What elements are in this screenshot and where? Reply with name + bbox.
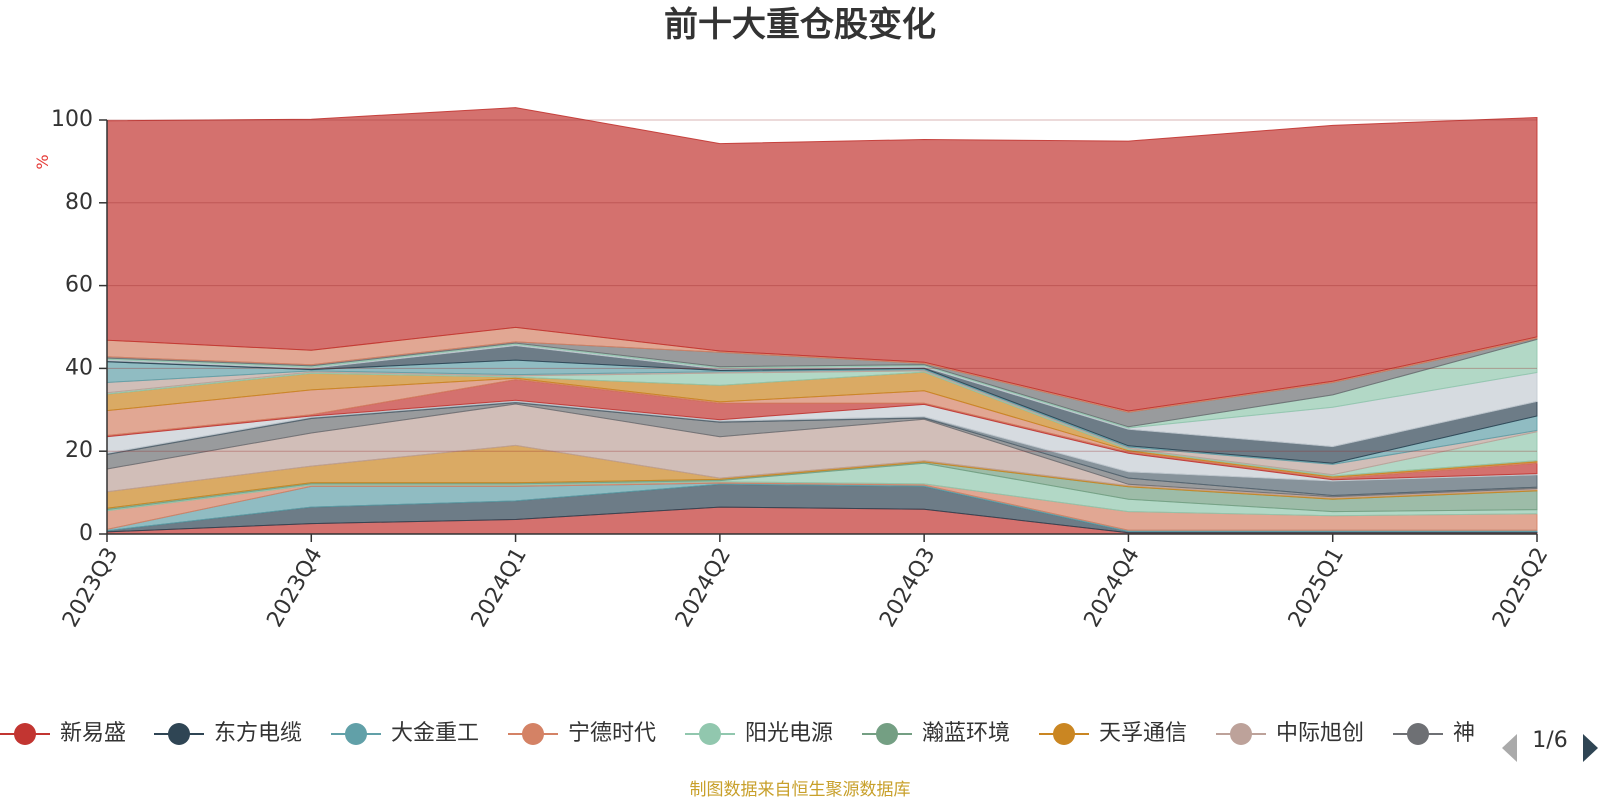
legend-label: 大金重工 xyxy=(391,721,479,746)
legend-item[interactable]: 阳光电源 xyxy=(685,721,833,746)
x-tick-label: 2025Q1 xyxy=(1284,544,1349,632)
legend-marker-icon xyxy=(699,723,721,745)
y-tick-label: 80 xyxy=(65,190,93,215)
legend-item[interactable]: 宁德时代 xyxy=(508,721,656,746)
legend-label: 瀚蓝环境 xyxy=(922,721,1010,746)
grid-lines xyxy=(107,119,1537,452)
legend-marker-icon xyxy=(168,723,190,745)
x-axis-ticks: 2023Q3 2023Q4 2024Q1 2024Q2 2024Q3 2024Q4 2025… xyxy=(58,534,1553,632)
data-source-note: 制图数据来自恒生聚源数据库 xyxy=(690,780,911,800)
legend-label: 东方电缆 xyxy=(214,721,302,746)
area-series-22 xyxy=(106,107,1538,412)
legend-marker-icon xyxy=(1230,723,1252,745)
y-tick-label: 40 xyxy=(65,355,93,380)
x-tick-label: 2024Q4 xyxy=(1080,544,1145,632)
legend-label: 宁德时代 xyxy=(568,721,656,746)
legend-marker-icon xyxy=(14,723,36,745)
legend-label: 新易盛 xyxy=(60,721,126,746)
legend-marker-icon xyxy=(345,723,367,745)
y-tick-label: 60 xyxy=(65,273,93,298)
legend-next-page-icon[interactable] xyxy=(1583,734,1598,762)
legend-page-indicator: 1/6 xyxy=(1532,728,1567,753)
legend-marker-icon xyxy=(1053,723,1075,745)
x-tick-label: 2024Q1 xyxy=(467,544,532,632)
y-tick-label: 0 xyxy=(79,521,93,546)
x-tick-label: 2024Q2 xyxy=(671,544,736,632)
legend-marker-icon xyxy=(1407,723,1429,745)
legend-item[interactable]: 中际旭创 xyxy=(1216,721,1364,746)
legend-label: 阳光电源 xyxy=(745,721,833,746)
legend-marker-icon xyxy=(522,723,544,745)
y-tick-label: 20 xyxy=(65,438,93,463)
legend[interactable]: 新易盛 东方电缆 大金重工 宁德时代 阳光电源 瀚蓝环境 天孚通信 中际旭创 神 xyxy=(0,721,1475,746)
x-tick-label: 2023Q4 xyxy=(262,544,327,632)
legend-item[interactable]: 新易盛 xyxy=(0,721,126,746)
legend-pager: 1/6 xyxy=(1502,728,1598,762)
legend-item[interactable]: 神 xyxy=(1393,721,1475,746)
legend-marker-icon xyxy=(876,723,898,745)
axes xyxy=(106,120,1537,535)
chart-title: 前十大重仓股变化 xyxy=(664,5,936,45)
area-layers xyxy=(106,107,1538,535)
legend-item[interactable]: 东方电缆 xyxy=(154,721,302,746)
x-tick-label: 2024Q3 xyxy=(875,544,940,632)
legend-prev-page-icon[interactable] xyxy=(1502,734,1517,762)
x-tick-label: 2023Q3 xyxy=(58,544,123,632)
x-tick-label: 2025Q2 xyxy=(1488,544,1553,632)
legend-item[interactable]: 天孚通信 xyxy=(1039,721,1187,746)
legend-item[interactable]: 大金重工 xyxy=(331,721,479,746)
legend-label: 神 xyxy=(1453,721,1475,746)
y-axis-ticks: 0 20 40 60 80 100 xyxy=(51,107,107,546)
legend-label: 天孚通信 xyxy=(1099,721,1187,746)
y-tick-label: 100 xyxy=(51,107,93,132)
y-axis-unit-label: % xyxy=(33,154,52,169)
legend-label: 中际旭创 xyxy=(1276,721,1364,746)
legend-item[interactable]: 瀚蓝环境 xyxy=(862,721,1010,746)
